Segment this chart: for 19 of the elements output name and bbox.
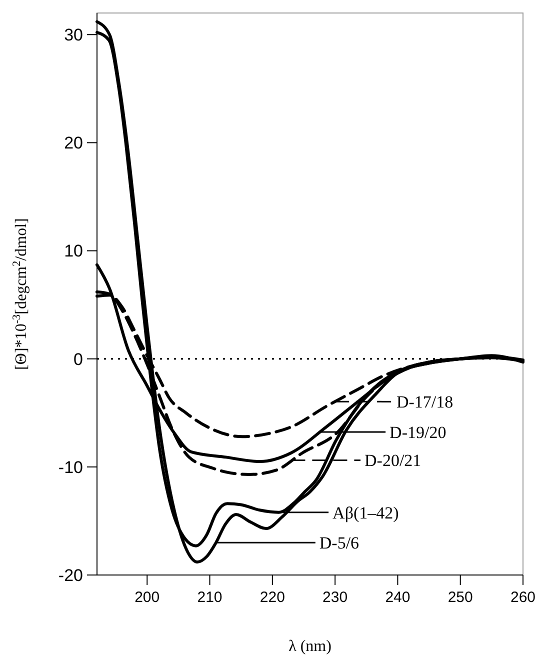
y-tick-label: 20 (64, 134, 83, 153)
x-tick-label: 250 (448, 589, 473, 606)
y-tick-label: 30 (64, 26, 83, 45)
y-tick-label: 10 (64, 242, 83, 261)
legend-label: D-19/20 (390, 422, 446, 442)
legend-label: D-17/18 (396, 392, 454, 412)
y-tick-label: -10 (58, 458, 83, 477)
x-tick-label: 220 (260, 589, 285, 606)
text: D-5/6 (319, 534, 360, 553)
x-tick-label: 260 (510, 589, 536, 606)
x-tick-label: 200 (134, 589, 160, 606)
x-axis-title: λ (nm) (288, 638, 332, 655)
legend-label: D-20/21 (364, 451, 422, 470)
x-tick-label: 230 (322, 589, 348, 606)
y-tick-label: 0 (74, 350, 83, 369)
x-tick-label: 240 (385, 589, 410, 606)
legend-label: Aβ(1–42) (332, 503, 399, 522)
x-tick-label: 210 (197, 589, 222, 606)
y-tick-label: -20 (58, 566, 83, 585)
